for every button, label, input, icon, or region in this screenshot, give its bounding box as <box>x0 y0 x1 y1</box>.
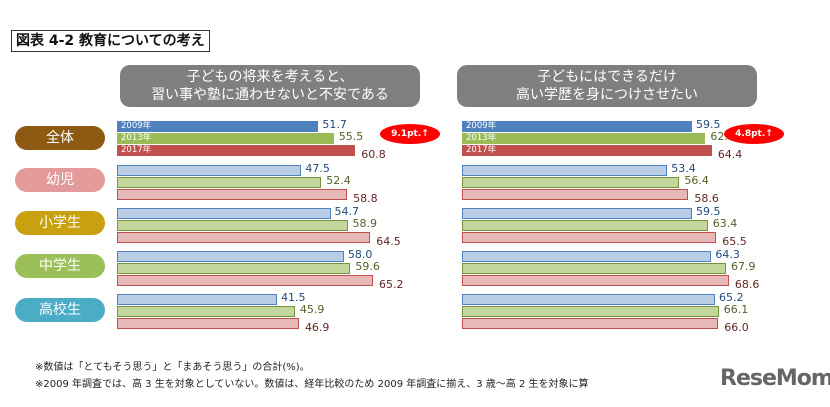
series-label: 2009年 <box>121 121 152 131</box>
bar <box>117 263 351 274</box>
bar <box>462 306 719 317</box>
category-label: 小学生 <box>15 211 105 235</box>
data-label: 58.0 <box>347 248 373 261</box>
data-label: 46.9 <box>304 321 330 334</box>
data-label: 65.2 <box>379 278 404 291</box>
resemom-logo: ReseMom <box>718 366 830 391</box>
note-1: ※数値は「とてもそう思う」と「まあそう思う」の合計(%)。 <box>35 362 310 373</box>
bar <box>117 208 331 219</box>
bar <box>462 121 692 132</box>
data-label: 58.9 <box>352 217 378 230</box>
data-label: 64.4 <box>717 148 743 161</box>
data-label: 56.4 <box>684 174 709 187</box>
bar <box>117 306 295 317</box>
bar <box>462 263 726 274</box>
panel-title-line: 子どもの将来を考えると、 <box>186 69 354 85</box>
data-label: 65.2 <box>719 291 744 304</box>
bar <box>462 318 719 329</box>
figure-title: 図表 4-2 教育についての考え <box>11 30 210 52</box>
panel-title-line: 高い学歴を身につけさせたい <box>516 87 698 103</box>
data-label: 68.6 <box>734 278 760 291</box>
bar <box>462 165 668 176</box>
bar <box>462 232 717 243</box>
data-label: 58.6 <box>694 192 719 205</box>
series-label: 2013年 <box>121 133 152 143</box>
increase-badge: 4.8pt.↑ <box>724 124 784 144</box>
series-label: 2009年 <box>466 121 497 131</box>
bar <box>462 208 692 219</box>
bar <box>117 145 356 156</box>
panel-title: 子どもの将来を考えると、習い事や塾に通わせないと不安である <box>120 65 420 107</box>
category-label: 高校生 <box>15 298 105 322</box>
data-label: 53.4 <box>671 162 696 175</box>
category-label: 幼児 <box>15 168 105 192</box>
bar <box>462 294 716 305</box>
data-label: 41.5 <box>281 291 306 304</box>
panel-title: 子どもにはできるだけ高い学歴を身につけさせたい <box>457 65 757 107</box>
bar <box>117 294 278 305</box>
data-label: 64.5 <box>376 235 401 248</box>
data-label: 59.5 <box>695 205 721 218</box>
series-label: 2013年 <box>466 133 497 143</box>
bar <box>462 177 680 188</box>
series-label: 2017年 <box>121 145 152 155</box>
bar <box>462 145 712 156</box>
data-label: 64.3 <box>715 248 740 261</box>
bar <box>117 177 322 188</box>
bar <box>117 275 374 286</box>
data-label: 65.5 <box>722 235 747 248</box>
bar <box>117 318 299 329</box>
bar <box>117 133 334 144</box>
data-label: 59.5 <box>695 118 721 131</box>
bar <box>462 189 689 200</box>
panel-title-line: 習い事や塾に通わせないと不安である <box>151 87 389 103</box>
panel-title-line: 子どもにはできるだけ <box>537 69 677 85</box>
bar <box>117 232 371 243</box>
note-2: ※2009 年調査では、高 3 生を対象としていない。数値は、経年比較のため 2… <box>35 379 589 390</box>
data-label: 52.4 <box>326 174 351 187</box>
data-label: 60.8 <box>361 148 386 161</box>
series-label: 2017年 <box>466 145 497 155</box>
data-label: 67.9 <box>730 260 756 273</box>
data-label: 66.1 <box>723 303 749 316</box>
increase-badge: 9.1pt.↑ <box>380 124 440 144</box>
bar <box>462 220 708 231</box>
data-label: 54.7 <box>334 205 360 218</box>
bar <box>117 189 348 200</box>
data-label: 51.7 <box>322 118 347 131</box>
category-label: 中学生 <box>15 254 105 278</box>
bar <box>462 275 729 286</box>
data-label: 47.5 <box>305 162 330 175</box>
data-label: 58.8 <box>353 192 378 205</box>
bar <box>462 251 712 262</box>
bar <box>117 165 302 176</box>
data-label: 63.4 <box>712 217 738 230</box>
data-label: 55.5 <box>338 130 364 143</box>
bar <box>462 133 706 144</box>
category-label: 全体 <box>15 126 105 150</box>
data-label: 59.6 <box>355 260 380 273</box>
data-label: 66.0 <box>724 321 749 334</box>
bar <box>117 121 319 132</box>
data-label: 45.9 <box>299 303 325 316</box>
bar <box>117 251 344 262</box>
bar <box>117 220 348 231</box>
